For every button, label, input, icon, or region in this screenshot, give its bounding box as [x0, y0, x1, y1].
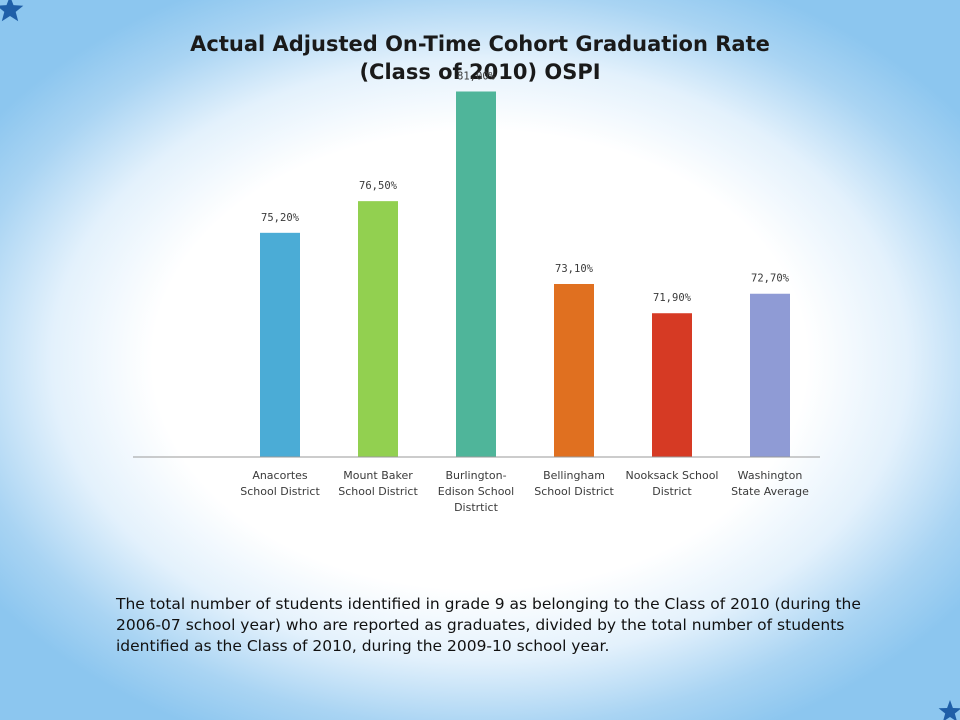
category-label: Nooksack School — [626, 469, 719, 482]
bar — [358, 201, 398, 457]
category-label: State Average — [731, 485, 809, 498]
bar-value-label: 75,20% — [261, 212, 300, 224]
category-label: Burlington- — [445, 469, 506, 482]
bar-value-label: 81,00% — [457, 70, 496, 82]
category-label: Mount Baker — [343, 469, 413, 482]
bar — [554, 283, 594, 457]
category-label: Anacortes — [252, 469, 308, 482]
category-label: Distrtict — [454, 501, 499, 514]
category-label: Bellingham — [543, 469, 605, 482]
bar — [750, 293, 790, 457]
bar — [260, 232, 300, 457]
category-label: Washington — [738, 469, 803, 482]
category-label: District — [652, 485, 692, 498]
bar — [456, 91, 496, 458]
bar-value-label: 72,70% — [751, 273, 790, 285]
category-label: School District — [338, 485, 418, 498]
category-label: School District — [240, 485, 320, 498]
chart-caption: The total number of students identified … — [116, 595, 861, 655]
labels-group: 75,20% Anacortes School District 76,50% Moun… — [240, 70, 809, 514]
bar-value-label: 71,90% — [653, 292, 692, 304]
bar-value-label: 76,50% — [359, 180, 398, 192]
category-label: Edison School — [438, 485, 514, 498]
bar — [652, 313, 692, 457]
star-icon — [0, 0, 24, 22]
star-icon — [938, 700, 960, 720]
chart-title-line-2: (Class of 2010) OSPI — [359, 60, 601, 84]
category-label: School District — [534, 485, 614, 498]
chart-title-line-1: Actual Adjusted On-Time Cohort Graduatio… — [190, 32, 770, 56]
bars-group — [260, 91, 790, 458]
chart-title: Actual Adjusted On-Time Cohort Graduatio… — [130, 30, 830, 86]
bar-value-label: 73,10% — [555, 263, 594, 275]
bar-chart: 75,20% Anacortes School District 76,50% Moun… — [133, 70, 820, 514]
